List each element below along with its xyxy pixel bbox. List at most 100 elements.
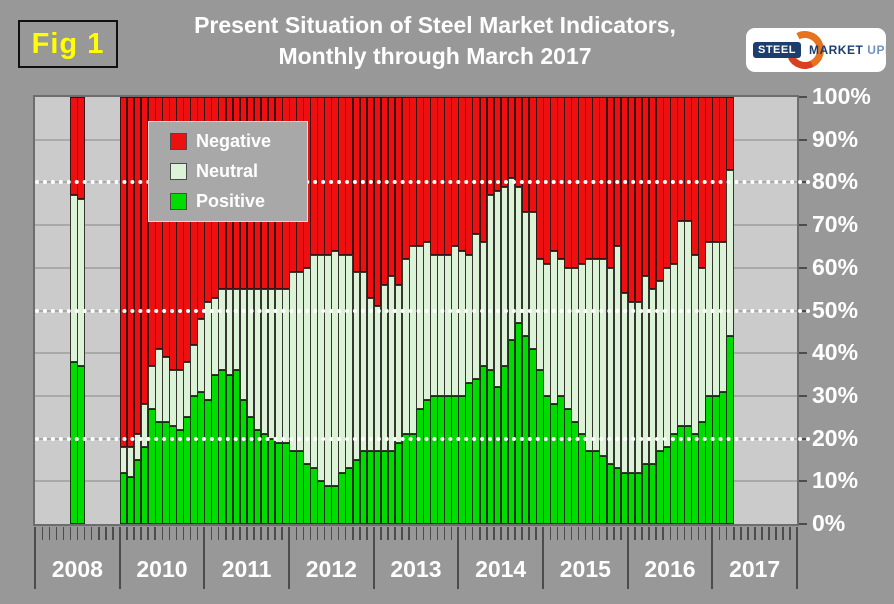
x-axis-month-tick: [133, 527, 135, 540]
x-axis-month-tick: [429, 527, 432, 540]
fig-label: Fig 1: [31, 27, 105, 60]
y-axis-tick-70: [797, 224, 807, 227]
y-axis-label-0: 0%: [812, 510, 846, 536]
plot-area: [35, 97, 811, 524]
x-axis-month-tick: [606, 527, 608, 540]
y-axis-tick-10: [797, 480, 807, 483]
x-axis-month-tick: [747, 527, 749, 540]
y-axis-tick-0: [797, 523, 807, 525]
y-axis-label-90: 90%: [812, 125, 859, 152]
neutral-swatch-icon: [170, 163, 187, 180]
legend-label-neutral: Neutral: [196, 161, 259, 181]
x-axis-month-tick: [98, 527, 100, 540]
x-axis-month-tick: [302, 527, 305, 540]
x-axis-month-tick: [450, 527, 453, 540]
x-axis-month-tick: [697, 527, 700, 540]
segment-positive: [726, 336, 735, 524]
x-axis-month-tick: [598, 527, 601, 540]
x-axis-year-separator: [372, 527, 375, 589]
x-axis-month-tick: [76, 527, 79, 540]
y-axis-label-30: 30%: [812, 381, 859, 408]
x-axis-year-separator: [288, 527, 290, 589]
fig-label-box: Fig 1: [18, 20, 118, 68]
x-axis-month-tick: [436, 527, 439, 540]
x-axis-month-tick: [620, 527, 622, 540]
y-axis-tick-100: [797, 96, 807, 98]
x-axis-month-tick: [246, 527, 248, 540]
x-axis-month-tick: [676, 527, 679, 540]
x-axis-month-tick: [782, 527, 784, 540]
legend-item-neutral: Neutral: [170, 161, 307, 182]
dotted-guide-50: [35, 308, 811, 313]
x-axis-month-tick: [189, 527, 192, 540]
x-axis-month-tick: [175, 527, 178, 540]
x-axis-year-separator: [626, 527, 629, 589]
x-axis-month-tick: [196, 527, 199, 540]
x-axis-month-tick: [479, 527, 481, 540]
x-axis-month-tick: [232, 527, 234, 540]
chart-title: Present Situation of Steel Market Indica…: [130, 10, 740, 72]
x-axis-month-tick: [718, 527, 721, 540]
y-axis-label-10: 10%: [812, 467, 859, 494]
x-axis-month-tick: [316, 527, 319, 540]
x-axis-month-tick: [549, 527, 552, 540]
x-axis-month-tick: [690, 527, 693, 540]
x-axis-month-tick: [528, 527, 530, 540]
legend-item-positive: Positive: [170, 191, 307, 212]
x-axis-month-tick: [239, 527, 241, 540]
x-axis-month-tick: [260, 527, 262, 540]
legend-item-negative: Negative: [170, 131, 307, 152]
x-axis-month-tick: [394, 527, 396, 540]
x-axis-month-tick: [422, 527, 425, 540]
y-axis-label-80: 80%: [812, 168, 859, 195]
x-axis-month-tick: [514, 527, 516, 540]
x-axis-month-tick: [563, 527, 566, 540]
y-axis-label-70: 70%: [812, 211, 859, 238]
x-axis-month-tick: [415, 527, 417, 540]
chart-title-line2: Monthly through March 2017: [278, 43, 592, 69]
x-axis-month-tick: [253, 527, 255, 540]
x-axis-month-tick: [210, 527, 213, 540]
x-axis-month-tick: [267, 527, 269, 540]
x-axis-month-tick: [337, 527, 340, 540]
x-axis-month-tick: [775, 527, 777, 540]
x-axis-month-tick: [112, 527, 114, 540]
y-axis-tick-40: [797, 352, 807, 355]
x-axis-month-tick: [366, 527, 368, 540]
logo-word-update: UPDATE: [867, 43, 886, 57]
positive-swatch-icon: [170, 193, 187, 210]
bar-2017-03: [726, 97, 735, 524]
x-axis-month-tick: [323, 527, 326, 540]
x-axis-month-tick: [754, 527, 756, 540]
segment-positive: [77, 366, 85, 524]
segment-neutral: [77, 199, 85, 366]
x-axis-month-tick: [154, 527, 156, 540]
segment-negative: [77, 97, 85, 200]
chart-title-line1: Present Situation of Steel Market Indica…: [194, 12, 676, 38]
x-axis-month-tick: [591, 527, 594, 540]
x-axis-month-tick: [507, 527, 509, 540]
smu-logo: STEEL MARKET UPDATE: [746, 28, 886, 72]
x-axis-year-separator: [203, 527, 206, 589]
x-axis-month-tick: [655, 527, 657, 540]
x-axis-month-tick: [48, 527, 51, 540]
x-axis-month-tick: [281, 527, 283, 540]
x-axis-month-tick: [648, 527, 650, 540]
x-axis-month-tick: [387, 527, 389, 540]
x-axis-year-label-2012: 2012: [305, 556, 357, 582]
x-axis-month-tick: [486, 527, 488, 540]
x-axis-month-tick: [380, 527, 382, 540]
x-axis-month-tick: [55, 527, 58, 540]
x-axis-year-label-2014: 2014: [475, 556, 527, 582]
x-axis-year-label-2011: 2011: [221, 556, 272, 582]
logo-word-market: MARKET: [808, 43, 864, 57]
x-axis-month-tick: [662, 527, 664, 540]
x-axis-month-tick: [521, 527, 523, 540]
x-axis-month-tick: [577, 527, 580, 540]
x-axis-month-tick: [330, 527, 333, 540]
x-axis-month-tick: [500, 527, 502, 540]
bar-2008-07: [77, 97, 85, 524]
x-axis-month-tick: [789, 527, 791, 540]
x-axis-month-tick: [768, 527, 770, 540]
segment-neutral: [726, 169, 735, 337]
